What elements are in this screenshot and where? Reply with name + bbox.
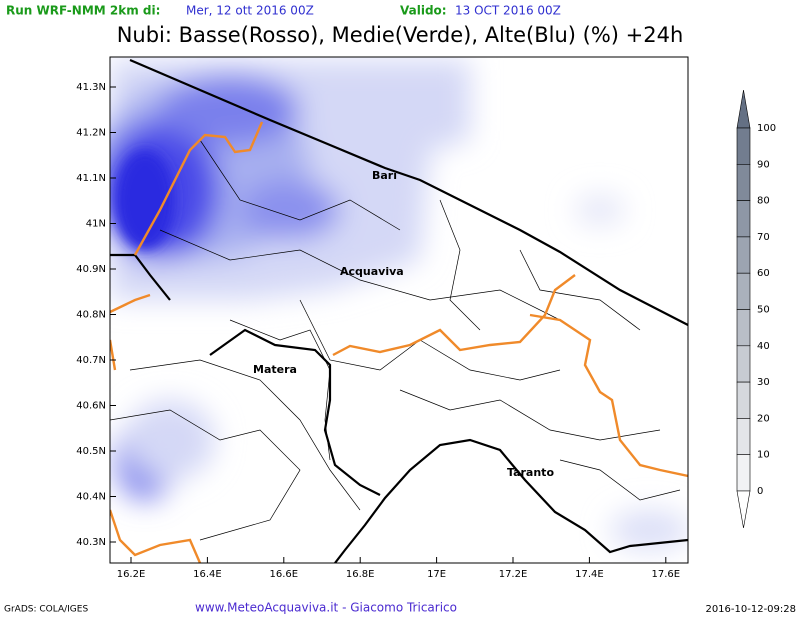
lon-label: 16.2E	[117, 569, 146, 580]
colorbar-label: 0	[757, 486, 763, 497]
colorbar-label: 70	[757, 232, 770, 243]
colorbar-label: 20	[757, 413, 770, 424]
colorbar-label: 50	[757, 305, 770, 316]
valid-date: 13 OCT 2016 00Z	[455, 4, 561, 18]
colorbar-swatch	[736, 418, 751, 455]
footer-timestamp: 2016-10-12-09:28	[705, 604, 796, 615]
region-border	[110, 121, 688, 563]
colorbar-tip	[736, 89, 751, 129]
map-title: Nubi: Basse(Rosso), Medie(Verde), Alte(B…	[117, 23, 684, 47]
lat-label: 40.6N	[76, 401, 106, 412]
colorbar-swatch	[736, 381, 751, 419]
lat-axis: 41.3N 41.2N 41.1N 41N 40.9N 40.8N 40.7N 40.6N 40…	[76, 82, 116, 548]
lat-label: 41.3N	[76, 82, 106, 93]
lat-label: 40.3N	[76, 537, 106, 548]
lon-axis: 16.2E 16.4E 16.6E 16.8E 17E 17.2E 17.4E 17.6E	[117, 557, 680, 580]
footer-site[interactable]: www.MeteoAcquaviva.it - Giacomo Tricaric…	[195, 601, 457, 615]
colorbar-label: 100	[757, 123, 776, 134]
lat-label: 41N	[86, 219, 106, 230]
lat-label: 40.4N	[76, 492, 106, 503]
place-label: Bari	[372, 169, 397, 182]
colorbar-label: 90	[757, 159, 770, 170]
colorbar-swatch	[736, 309, 751, 347]
lat-label: 40.8N	[76, 310, 106, 321]
colorbar-swatch	[736, 272, 751, 310]
colorbar-swatch	[736, 127, 751, 165]
lon-label: 16.8E	[346, 569, 375, 580]
lon-label: 16.6E	[270, 569, 299, 580]
colorbar-label: 80	[757, 196, 770, 207]
lat-label: 40.9N	[76, 264, 106, 275]
lat-label: 40.7N	[76, 355, 106, 366]
lon-label: 17.6E	[652, 569, 681, 580]
place-label: Taranto	[507, 466, 554, 479]
municipal-borders	[110, 139, 681, 541]
colorbar-swatch	[736, 200, 751, 238]
lat-label: 40.5N	[76, 446, 106, 457]
colorbar-label: 40	[757, 341, 770, 352]
map-frame	[109, 56, 689, 564]
coastline	[110, 58, 688, 563]
run-date: Mer, 12 ott 2016 00Z	[186, 4, 314, 18]
place-label: Acquaviva	[340, 265, 404, 278]
lat-label: 41.2N	[76, 128, 106, 139]
colorbar-label: 30	[757, 377, 770, 388]
lon-label: 17.2E	[499, 569, 528, 580]
colorbar-swatch	[736, 345, 751, 383]
colorbar-label: 60	[757, 268, 770, 279]
lon-label: 16.4E	[193, 569, 222, 580]
colorbar-swatch	[736, 236, 751, 274]
lon-label: 17E	[427, 569, 446, 580]
colorbar-swatch	[736, 164, 751, 201]
colorbar-swatch	[736, 454, 751, 492]
valid-label: Valido:	[400, 4, 447, 18]
run-label: Run WRF-NMM 2km di:	[6, 4, 160, 18]
map-area	[110, 57, 688, 563]
lat-label: 41.1N	[76, 173, 106, 184]
colorbar-tip	[736, 490, 751, 529]
place-label: Matera	[253, 363, 297, 376]
colorbar-label: 10	[757, 450, 770, 461]
lon-label: 17.4E	[575, 569, 604, 580]
footer-credit: GrADS: COLA/IGES	[4, 605, 88, 615]
